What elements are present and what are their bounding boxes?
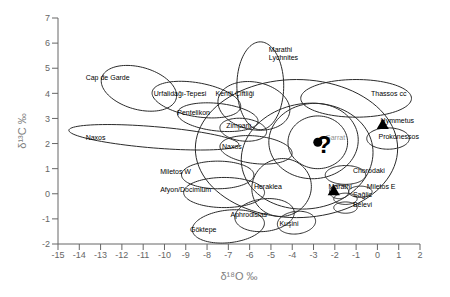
svg-text:-4: -4	[288, 250, 296, 260]
svg-text:-15: -15	[51, 250, 64, 260]
svg-text:-2: -2	[42, 239, 50, 249]
svg-text:3: 3	[45, 114, 50, 124]
svg-text:-2: -2	[331, 250, 339, 260]
svg-text:Kuşini: Kuşini	[279, 220, 299, 228]
svg-text:Naxos: Naxos	[222, 143, 242, 150]
svg-text:-13: -13	[94, 250, 107, 260]
svg-text:Göktepe: Göktepe	[190, 226, 217, 234]
svg-text:Miletos E: Miletos E	[367, 183, 396, 190]
svg-text:-8: -8	[203, 250, 211, 260]
svg-text:-5: -5	[267, 250, 275, 260]
svg-text:6: 6	[45, 38, 50, 48]
svg-text:-6: -6	[246, 250, 254, 260]
svg-text:4: 4	[45, 89, 50, 99]
svg-text:-1: -1	[352, 250, 360, 260]
svg-text:Hymmetus: Hymmetus	[381, 117, 415, 125]
svg-text:Zimparlı: Zimparlı	[226, 122, 251, 130]
svg-text:Chorodaki: Chorodaki	[353, 167, 385, 174]
svg-text:1: 1	[45, 164, 50, 174]
svg-text:?: ?	[317, 131, 332, 158]
svg-text:-1: -1	[42, 214, 50, 224]
svg-text:Miletos W: Miletos W	[160, 168, 191, 175]
svg-text:-7: -7	[224, 250, 232, 260]
svg-text:-10: -10	[158, 250, 171, 260]
svg-text:Prokonessos: Prokonessos	[378, 133, 419, 140]
svg-text:Garrat: Garrat	[325, 134, 346, 142]
svg-text:Aphrodisias: Aphrodisias	[230, 211, 267, 219]
svg-text:Cap de Garde: Cap de Garde	[86, 74, 130, 82]
svg-text:Heraklea: Heraklea	[254, 183, 282, 190]
svg-text:2: 2	[45, 139, 50, 149]
svg-text:5: 5	[45, 63, 50, 73]
svg-text:Belevi: Belevi	[353, 201, 373, 208]
svg-text:Thassos cc: Thassos cc	[371, 90, 407, 97]
svg-text:-3: -3	[310, 250, 318, 260]
svg-text:Urfalidağı-Tepesi: Urfalidağı-Tepesi	[154, 90, 207, 98]
svg-text:Marathi: Marathi	[328, 183, 352, 190]
svg-text:Pentelikon: Pentelikon	[177, 109, 210, 116]
svg-text:Kentli Çiftliği: Kentli Çiftliği	[216, 90, 255, 98]
svg-text:-12: -12	[115, 250, 128, 260]
svg-text:δ¹⁸O ‰: δ¹⁸O ‰	[220, 270, 257, 282]
svg-text:0: 0	[45, 189, 50, 199]
svg-text:-9: -9	[182, 250, 190, 260]
svg-text:1: 1	[396, 250, 401, 260]
svg-text:2: 2	[417, 250, 422, 260]
svg-text:δ¹³C ‰: δ¹³C ‰	[16, 113, 28, 148]
svg-text:-11: -11	[137, 250, 149, 260]
svg-text:7: 7	[45, 13, 50, 23]
svg-text:Sağlic: Sağlic	[353, 191, 373, 199]
svg-text:0: 0	[375, 250, 380, 260]
svg-text:MarathiLychnites: MarathiLychnites	[269, 46, 299, 62]
svg-text:Naxos: Naxos	[86, 134, 106, 141]
svg-text:-14: -14	[73, 250, 86, 260]
svg-text:Afyon/Docimium: Afyon/Docimium	[160, 186, 211, 194]
